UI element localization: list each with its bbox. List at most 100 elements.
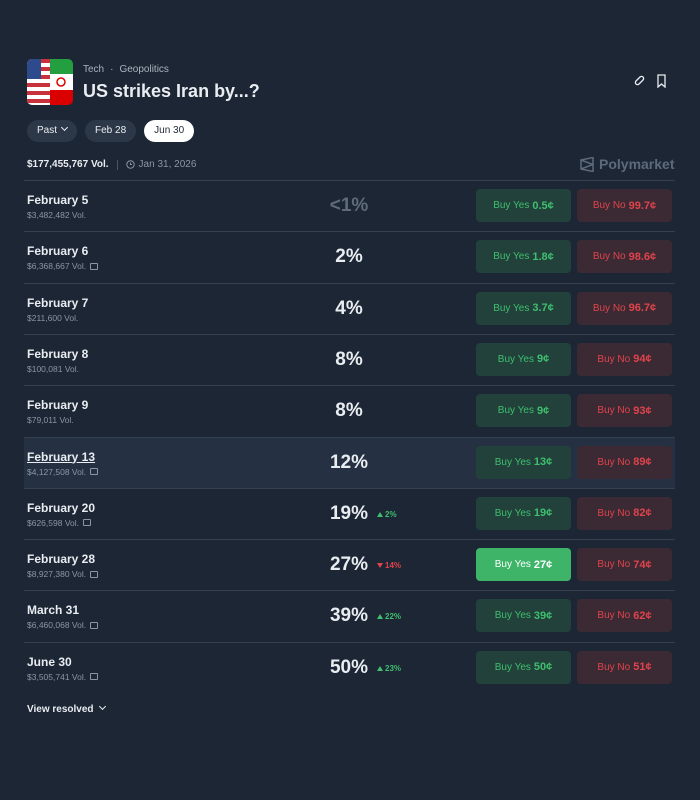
buy-no-button[interactable]: Buy No 82¢ xyxy=(577,496,672,530)
outcome-row[interactable]: June 30 $3,505,741 Vol. 50% 23% Buy Yes 50¢ Bu… xyxy=(24,641,675,693)
change-text: 22% xyxy=(385,612,402,622)
buy-no-label: Buy No xyxy=(592,302,626,314)
actions[interactable] xyxy=(634,74,670,88)
buy-no-button[interactable]: Buy No 94¢ xyxy=(577,342,672,376)
volume-text: $626,598 Vol. xyxy=(27,517,79,528)
change-arrow xyxy=(377,563,383,569)
tags: TechGeopolitics xyxy=(83,64,169,75)
outcome-row[interactable]: February 6 $6,368,667 Vol. 2% Buy Yes 1.8¢ Bu… xyxy=(24,231,675,282)
buy-no-price: 96.7¢ xyxy=(628,302,657,315)
outcome-name: February 9 xyxy=(27,398,89,413)
tab[interactable]: Jun 30 xyxy=(144,120,195,142)
buy-yes-price: 13¢ xyxy=(533,456,553,468)
buy-yes-label: Buy Yes xyxy=(494,559,531,571)
buy-no-button[interactable]: Buy No 62¢ xyxy=(577,599,672,633)
outcome-row[interactable]: February 13 $4,127,508 Vol. 12% Buy Yes 13¢ B… xyxy=(24,436,675,488)
buy-yes-label: Buy Yes xyxy=(493,251,530,263)
buy-yes-button[interactable]: Buy Yes 27¢ xyxy=(476,548,571,582)
buy-no-price: 99.7¢ xyxy=(628,199,657,212)
outcome-row[interactable]: February 8 $100,081 Vol. 8% Buy Yes 9¢ Buy No… xyxy=(24,333,675,385)
outcome-volume: $3,505,741 Vol. xyxy=(27,672,99,682)
outcome-row[interactable]: March 31 $6,460,068 Vol. 39% 22% Buy Yes 39¢ B… xyxy=(24,590,675,641)
end-date: Jan 31, 2026 xyxy=(125,159,196,170)
outcome-volume: $211,600 Vol. xyxy=(27,313,78,323)
tag[interactable]: Geopolitics xyxy=(104,64,169,75)
buy-yes-button[interactable]: Buy Yes 9¢ xyxy=(476,342,571,376)
buy-yes-button[interactable]: Buy Yes 0.5¢ xyxy=(476,189,571,222)
change: 23% xyxy=(377,664,401,673)
outcome-volume: $79,011 Vol. xyxy=(27,415,74,425)
outcome-name: February 5 xyxy=(27,193,89,207)
change: 14% xyxy=(377,561,401,570)
buy-yes-button[interactable]: Buy Yes 19¢ xyxy=(476,496,571,530)
buy-no-price: 98.6¢ xyxy=(628,250,657,263)
outcome-row[interactable]: February 9 $79,011 Vol. 8% Buy Yes 9¢ Buy No 9… xyxy=(24,385,675,436)
buy-yes-price: 50¢ xyxy=(533,661,553,674)
view-resolved[interactable]: View resolved xyxy=(27,704,105,715)
chance: 12% xyxy=(329,451,369,473)
buy-no-price: 82¢ xyxy=(633,507,652,520)
brand-logo xyxy=(580,156,594,172)
chance: 8% xyxy=(335,400,363,422)
tab[interactable]: Past xyxy=(27,120,78,142)
buy-no-label: Buy No xyxy=(597,610,631,622)
buy-no-button[interactable]: Buy No 96.7¢ xyxy=(577,291,672,325)
buy-yes-price: 9¢ xyxy=(536,404,550,417)
buy-yes-label: Buy Yes xyxy=(494,610,531,622)
buy-no-price: 74¢ xyxy=(633,558,652,571)
gift-icon xyxy=(83,519,91,527)
change-text: 23% xyxy=(385,663,402,673)
outcome-volume: $4,127,508 Vol. xyxy=(27,466,99,477)
buy-yes-button[interactable]: Buy Yes 13¢ xyxy=(476,445,571,479)
change-text: 2% xyxy=(385,509,397,519)
tag[interactable]: Tech xyxy=(83,64,105,75)
buy-no-button[interactable]: Buy No 93¢ xyxy=(577,394,672,428)
buy-no-label: Buy No xyxy=(597,405,631,417)
buy-no-label: Buy No xyxy=(597,353,631,365)
gift-icon xyxy=(90,262,99,270)
gift-icon xyxy=(90,468,99,475)
buy-no-button[interactable]: Buy No 89¢ xyxy=(577,445,672,479)
buy-no-label: Buy No xyxy=(597,559,631,571)
brand: Polymarket xyxy=(580,156,674,172)
change-arrow xyxy=(377,614,383,620)
outcome-volume: $6,460,068 Vol. xyxy=(27,620,99,630)
buy-yes-label: Buy Yes xyxy=(494,507,531,519)
outcome-row[interactable]: February 28 $8,927,380 Vol. 27% 14% Buy Yes 2… xyxy=(24,539,675,590)
buy-no-button[interactable]: Buy No 74¢ xyxy=(577,548,672,582)
buy-yes-price: 1.8¢ xyxy=(532,250,554,263)
buy-no-button[interactable]: Buy No 51¢ xyxy=(577,650,672,684)
buy-yes-price: 27¢ xyxy=(533,558,553,571)
buy-no-button[interactable]: Buy No 99.7¢ xyxy=(577,189,672,222)
volume-text: $3,482,482 Vol. xyxy=(27,210,87,220)
buy-no-label: Buy No xyxy=(597,456,631,468)
buy-no-button[interactable]: Buy No 98.6¢ xyxy=(577,240,672,274)
outcome-volume: $100,081 Vol. xyxy=(27,364,79,374)
volume-text: $100,081 Vol. xyxy=(27,363,79,374)
buy-yes-button[interactable]: Buy Yes 9¢ xyxy=(476,394,571,428)
total-volume: $177,455,767 Vol. xyxy=(27,159,109,170)
outcome-name: February 6 xyxy=(27,244,89,259)
outcome-row[interactable]: February 7 $211,600 Vol. 4% Buy Yes 3.7¢ Buy … xyxy=(24,282,675,334)
outcome-row[interactable]: February 5 $3,482,482 Vol. <1% Buy Yes 0.5¢ B… xyxy=(24,180,675,231)
buy-yes-price: 39¢ xyxy=(533,609,553,622)
buy-yes-label: Buy Yes xyxy=(494,456,531,468)
buy-no-price: 89¢ xyxy=(633,456,652,468)
tab[interactable]: Feb 28 xyxy=(85,120,137,142)
outcome-name: February 8 xyxy=(27,346,89,361)
outcome-name: February 13 xyxy=(27,449,96,464)
outcome-row[interactable]: February 20 $626,598 Vol. 19% 2% Buy Yes 19¢ B… xyxy=(24,487,675,539)
buy-yes-button[interactable]: Buy Yes 39¢ xyxy=(476,599,571,633)
buy-yes-button[interactable]: Buy Yes 50¢ xyxy=(476,650,571,684)
buy-yes-price: 9¢ xyxy=(536,353,550,366)
volume-text: $4,127,508 Vol. xyxy=(27,466,87,477)
buy-no-label: Buy No xyxy=(597,507,631,519)
buy-yes-button[interactable]: Buy Yes 1.8¢ xyxy=(476,240,571,274)
change: 22% xyxy=(377,612,401,621)
brand-name: Polymarket xyxy=(599,156,675,172)
buy-no-price: 94¢ xyxy=(633,353,652,366)
change-text: 14% xyxy=(385,561,402,571)
buy-yes-button[interactable]: Buy Yes 3.7¢ xyxy=(476,291,571,325)
outcome-name: February 7 xyxy=(27,295,89,310)
